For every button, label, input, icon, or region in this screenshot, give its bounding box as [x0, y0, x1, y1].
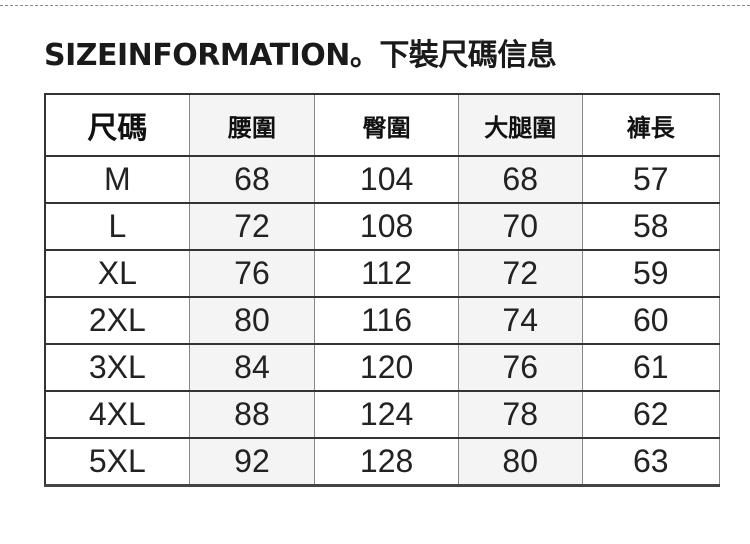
cell-length: 57: [581, 155, 721, 204]
cell-length: 60: [581, 296, 721, 345]
table-row: XL 76 112 72 59: [44, 249, 721, 298]
cell-size: L: [44, 202, 190, 251]
table-row: L 72 108 70 58: [44, 202, 721, 251]
cell-thigh: 72: [457, 249, 583, 298]
table-row: 3XL 84 120 76 61: [44, 343, 721, 392]
cell-thigh: 80: [457, 437, 583, 487]
cell-hip: 124: [314, 390, 459, 439]
header-thigh: 大腿圍: [457, 93, 583, 157]
table-row: 4XL 88 124 78 62: [44, 390, 721, 439]
cell-hip: 104: [314, 155, 459, 204]
cell-size: 4XL: [44, 390, 190, 439]
cell-hip: 120: [314, 343, 459, 392]
cell-waist: 84: [188, 343, 316, 392]
cell-thigh: 76: [457, 343, 583, 392]
cell-length: 62: [581, 390, 721, 439]
cell-size: XL: [44, 249, 190, 298]
header-size: 尺碼: [44, 93, 190, 157]
cell-waist: 68: [188, 155, 316, 204]
cell-length: 61: [581, 343, 721, 392]
size-table: 尺碼 腰圍 臀圍 大腿圍 褲長 M 68 104 68 57 L 72 108 70 58 XL 76 112 7…: [44, 93, 721, 487]
table-row: M 68 104 68 57: [44, 155, 721, 204]
cell-length: 63: [581, 437, 721, 487]
table-row: 5XL 92 128 80 63: [44, 437, 721, 487]
table-row: 2XL 80 116 74 60: [44, 296, 721, 345]
header-length: 褲長: [581, 93, 721, 157]
table-header-row: 尺碼 腰圍 臀圍 大腿圍 褲長: [44, 93, 721, 157]
header-waist: 腰圍: [188, 93, 316, 157]
page-title: SIZEINFORMATION。下裝尺碼信息: [44, 38, 557, 73]
cell-thigh: 68: [457, 155, 583, 204]
cell-waist: 88: [188, 390, 316, 439]
cell-waist: 92: [188, 437, 316, 487]
header-hip: 臀圍: [314, 93, 459, 157]
cell-hip: 128: [314, 437, 459, 487]
cell-size: M: [44, 155, 190, 204]
cell-waist: 72: [188, 202, 316, 251]
cell-length: 58: [581, 202, 721, 251]
cell-hip: 108: [314, 202, 459, 251]
cell-waist: 80: [188, 296, 316, 345]
cell-thigh: 74: [457, 296, 583, 345]
dashed-divider: [0, 5, 750, 6]
cell-hip: 116: [314, 296, 459, 345]
cell-thigh: 70: [457, 202, 583, 251]
cell-length: 59: [581, 249, 721, 298]
cell-size: 5XL: [44, 437, 190, 487]
cell-hip: 112: [314, 249, 459, 298]
cell-size: 3XL: [44, 343, 190, 392]
cell-size: 2XL: [44, 296, 190, 345]
cell-waist: 76: [188, 249, 316, 298]
cell-thigh: 78: [457, 390, 583, 439]
